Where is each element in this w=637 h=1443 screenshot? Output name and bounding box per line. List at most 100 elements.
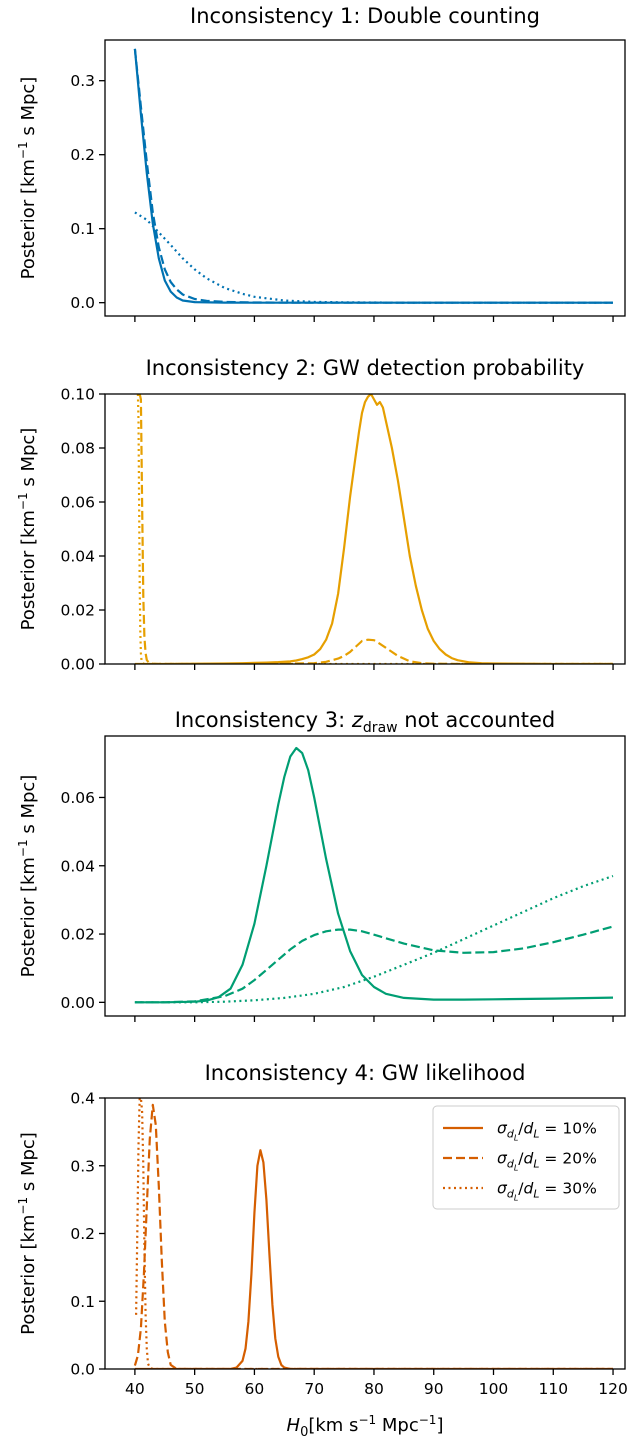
series-line-dotted [134, 874, 614, 1004]
y-axis-label: Posterior [km−1 s Mpc] [16, 1132, 39, 1335]
chart-title-math: z [351, 708, 364, 732]
y-axis-label-rest: s Mpc] [18, 428, 39, 493]
y-tick-label: 0.02 [60, 926, 95, 944]
x-tick-label: 70 [304, 1380, 324, 1398]
y-axis-label-text: Posterior [km [18, 857, 39, 977]
series-line-solid [134, 1149, 613, 1369]
x-axis-label-sub: 0 [300, 1425, 308, 1440]
legend-value: 30% [562, 1180, 596, 1198]
y-axis-label-text: Posterior [km [18, 159, 39, 279]
chart-panel-2: Inconsistency 2: GW detection probabilit… [16, 356, 626, 674]
series-line-dotted [135, 1098, 613, 1369]
legend-sub-l: L [514, 1134, 518, 1143]
chart-title: Inconsistency 2: GW detection probabilit… [146, 356, 585, 380]
x-tick-label: 90 [424, 1380, 444, 1398]
legend-d: d [524, 1120, 534, 1138]
legend-sigma: σ [497, 1180, 508, 1198]
series-line-solid [134, 746, 614, 1004]
x-tick-label: 120 [598, 1380, 628, 1398]
y-axis-label-sup: −1 [16, 492, 30, 510]
series-line-solid [134, 394, 613, 664]
y-axis-label-sup: −1 [16, 839, 30, 857]
y-axis-label-text: Posterior [km [18, 510, 39, 630]
y-tick-label: 0.2 [70, 1225, 95, 1243]
legend-sub-l: L [514, 1164, 518, 1173]
y-axis-label-rest: s Mpc] [18, 1132, 39, 1197]
x-tick-label: 50 [185, 1380, 205, 1398]
legend-label: σdL/dL = 20% [497, 1150, 597, 1173]
legend-slash: / [518, 1120, 524, 1138]
legend-value: 20% [562, 1150, 596, 1168]
series-line-dashed [138, 394, 613, 664]
legend-sub-d: d [507, 1188, 515, 1201]
legend-sigma: σ [497, 1150, 508, 1168]
y-axis-label-sup: −1 [16, 141, 30, 159]
legend-value: 10% [562, 1120, 596, 1138]
legend-d: d [524, 1180, 534, 1198]
legend-sub-d: d [507, 1128, 515, 1141]
legend-eq: = [540, 1180, 563, 1198]
x-axis-label: H0[km s−1 Mpc−1] [287, 1413, 444, 1440]
legend-sigma: σ [497, 1120, 508, 1138]
series-line-dashed [134, 925, 614, 1004]
series-line-dashed [133, 1103, 613, 1369]
series-group [134, 394, 613, 664]
legend-eq: = [540, 1150, 563, 1168]
chart-panel-4: Inconsistency 4: GW likelihood 40 50 60 70 80… [16, 1061, 628, 1440]
legend-label: σdL/dL = 30% [497, 1180, 597, 1203]
x-axis-label-sup1: −1 [358, 1413, 376, 1427]
chart-title: Inconsistency 3: zdraw not accounted [175, 708, 556, 736]
y-tick-label: 0.08 [60, 440, 95, 458]
legend-box [432, 1105, 620, 1210]
legend-sub-l: L [514, 1194, 518, 1203]
y-axis-label-sup: −1 [16, 1197, 30, 1215]
x-tick-label: 110 [538, 1380, 568, 1398]
chart-title-text: Inconsistency 1: Double counting [190, 4, 540, 28]
legend-l: L [533, 1128, 539, 1141]
y-tick-label: 0.00 [60, 656, 95, 674]
legend-d: d [524, 1150, 534, 1168]
y-tick-label: 0.2 [70, 146, 95, 164]
legend-eq: = [540, 1120, 563, 1138]
y-axis-label: Posterior [km−1 s Mpc] [16, 77, 39, 280]
y-tick-label: 0.02 [60, 602, 95, 620]
y-axis-label-text: Posterior [km [18, 1215, 39, 1335]
x-axis-label-sup2: −1 [419, 1413, 437, 1427]
series-group [133, 1098, 613, 1369]
chart-panel-3: Inconsistency 3: zdraw not accounted 0.00… [16, 708, 626, 1022]
chart-title: Inconsistency 4: GW likelihood [205, 1061, 526, 1085]
chart-title-text: Inconsistency 3: [175, 708, 352, 732]
x-axis-label-mpc: Mpc [376, 1415, 419, 1436]
y-axis-label-rest: s Mpc] [18, 77, 39, 142]
chart-title-text: Inconsistency 2: GW detection probabilit… [146, 356, 585, 380]
y-tick-label: 0.0 [70, 1361, 95, 1379]
x-tick-label: 100 [479, 1380, 509, 1398]
y-tick-label: 0.4 [70, 1090, 95, 1108]
legend-slash: / [518, 1180, 524, 1198]
y-tick-label: 0.1 [70, 1293, 95, 1311]
y-axis-label: Posterior [km−1 s Mpc] [16, 775, 39, 978]
legend-l: L [533, 1158, 539, 1171]
legend-sub-d: d [507, 1158, 515, 1171]
series-line-dashed [133, 48, 613, 304]
y-axis-label-rest: s Mpc] [18, 775, 39, 840]
chart-panel-1: Inconsistency 1: Double counting 0.0 0.1 0.… [16, 4, 626, 322]
chart-title-text: Inconsistency 4: GW likelihood [205, 1061, 526, 1085]
chart-title-math-sub: draw [363, 720, 398, 736]
x-tick-label: 80 [364, 1380, 384, 1398]
axes-frame [104, 735, 626, 1017]
y-tick-label: 0.00 [60, 994, 95, 1012]
series-group [134, 746, 614, 1004]
series-group [133, 48, 613, 304]
series-line-dotted [136, 394, 613, 664]
y-tick-label: 0.3 [70, 72, 95, 90]
series-line-dotted [134, 211, 613, 304]
y-axis-label: Posterior [km−1 s Mpc] [16, 428, 39, 631]
legend-l: L [533, 1188, 539, 1201]
y-tick-label: 0.04 [60, 857, 95, 875]
y-tick-label: 0.0 [70, 294, 95, 312]
chart-title: Inconsistency 1: Double counting [190, 4, 540, 28]
x-axis-label-end: ] [436, 1415, 443, 1436]
y-tick-label: 0.06 [60, 789, 95, 807]
